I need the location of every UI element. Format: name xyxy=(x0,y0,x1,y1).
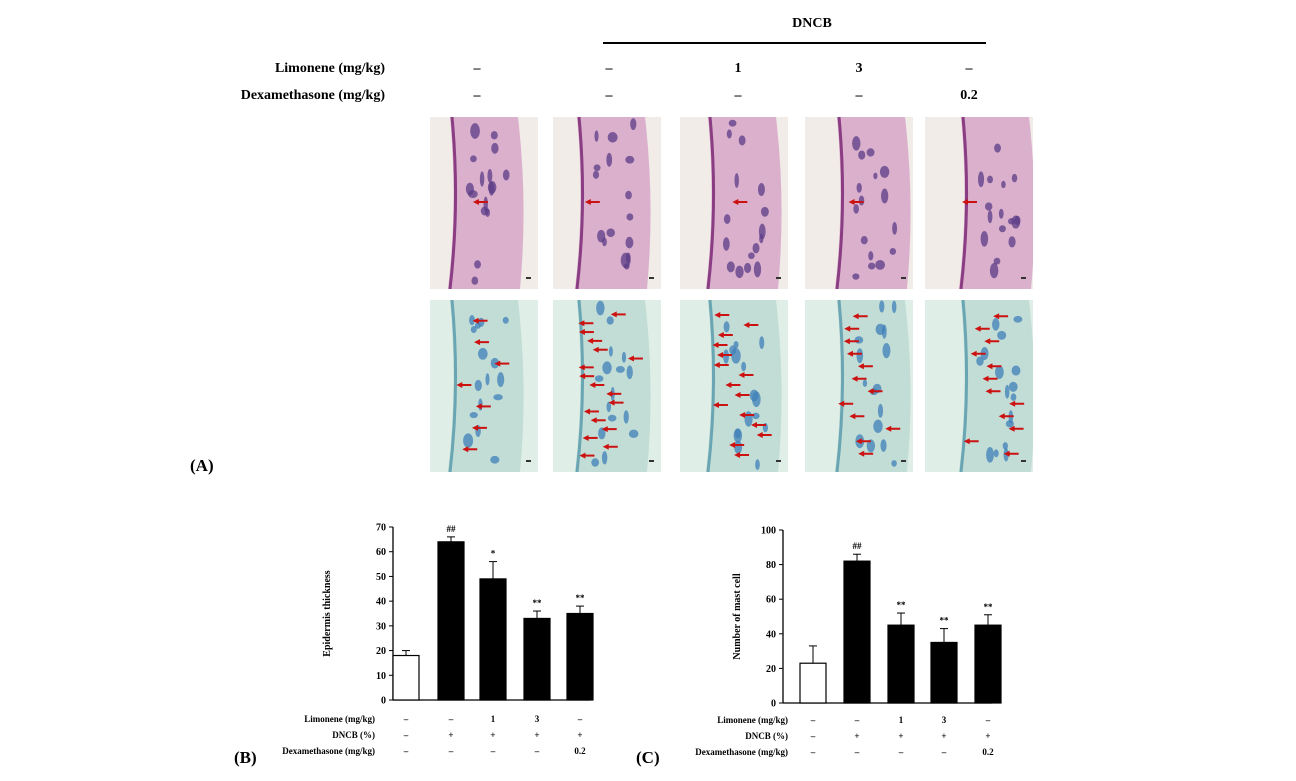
toluidine-stain-section-image xyxy=(680,300,788,472)
significance-label: ** xyxy=(984,602,994,612)
condition-value: + xyxy=(490,730,495,740)
y-tick-label: 30 xyxy=(376,621,386,632)
condition-value: – xyxy=(448,714,454,724)
y-tick-label: 40 xyxy=(376,597,386,608)
mast-cell-count-chart: 0 20 40 60 80 100 Number of mast cell ## ** ** ** L… xyxy=(695,526,1002,757)
bar xyxy=(974,624,1002,704)
condition-value: + xyxy=(898,731,903,741)
condition-value: – xyxy=(810,715,816,725)
significance-label: ** xyxy=(940,616,950,626)
dexamethasone-value: 0.2 xyxy=(960,88,978,103)
he-stain-section-image xyxy=(805,117,913,289)
he-stain-section-image xyxy=(925,117,1033,289)
limonene-value: 1 xyxy=(734,61,742,76)
bar xyxy=(930,641,958,704)
bar xyxy=(437,541,465,701)
significance-label: ## xyxy=(447,524,457,534)
toluidine-stain-section-image xyxy=(430,300,538,472)
dexamethasone-value: – xyxy=(734,88,742,103)
bar xyxy=(887,624,915,704)
bar xyxy=(392,654,420,701)
he-stain-section-image xyxy=(680,117,788,289)
condition-value: 0.2 xyxy=(574,746,586,756)
condition-value: – xyxy=(403,730,409,740)
he-stain-section-image xyxy=(553,117,661,289)
y-tick-label: 50 xyxy=(376,572,386,583)
condition-value: + xyxy=(534,730,539,740)
bar xyxy=(479,578,507,701)
y-tick-label: 0 xyxy=(771,699,776,710)
dexamethasone-value: – xyxy=(605,88,613,103)
condition-value: – xyxy=(810,747,816,757)
condition-value: + xyxy=(985,731,990,741)
bar xyxy=(799,662,827,704)
condition-value: 1 xyxy=(491,714,496,724)
condition-value: + xyxy=(448,730,453,740)
toluidine-stain-section-image xyxy=(805,300,913,472)
dexamethasone-value: – xyxy=(855,88,863,103)
y-tick-label: 20 xyxy=(376,646,386,657)
limonene-value: 3 xyxy=(855,61,863,76)
y-tick-label: 60 xyxy=(376,547,386,558)
bar xyxy=(523,617,551,701)
condition-value: – xyxy=(854,715,860,725)
dncb-header: DNCB xyxy=(792,16,832,31)
bar xyxy=(843,560,871,704)
y-tick-label: 0 xyxy=(381,696,386,707)
condition-row-label: Dexamethasone (mg/kg) xyxy=(282,746,375,756)
limonene-value: – xyxy=(965,61,973,76)
dexamethasone-value: – xyxy=(473,88,481,103)
significance-label: * xyxy=(491,549,496,559)
panel-a-label: (A) xyxy=(190,456,214,475)
condition-value: – xyxy=(985,715,991,725)
condition-value: – xyxy=(941,747,947,757)
condition-row-label: Dexamethasone (mg/kg) xyxy=(695,747,788,757)
significance-label: ** xyxy=(576,593,586,603)
condition-value: – xyxy=(577,714,583,724)
y-tick-label: 40 xyxy=(766,629,776,640)
dncb-bracket-line xyxy=(603,42,986,44)
dexamethasone-row-label: Dexamethasone (mg/kg) xyxy=(240,88,385,103)
limonene-row-label: Limonene (mg/kg) xyxy=(274,61,385,76)
y-tick-label: 70 xyxy=(376,523,386,534)
toluidine-stain-section-image xyxy=(925,300,1033,472)
condition-value: + xyxy=(854,731,859,741)
significance-label: ## xyxy=(853,541,863,551)
condition-value: – xyxy=(490,746,496,756)
condition-value: 3 xyxy=(535,714,540,724)
condition-value: – xyxy=(403,746,409,756)
panel-c-label: (C) xyxy=(636,748,660,767)
condition-value: 1 xyxy=(899,715,904,725)
condition-row-label: DNCB (%) xyxy=(332,730,375,740)
condition-row-label: Limonene (mg/kg) xyxy=(717,715,788,725)
y-axis-label: Epidermis thickness xyxy=(322,570,333,657)
condition-value: – xyxy=(854,747,860,757)
condition-value: 0.2 xyxy=(982,747,994,757)
condition-value: 3 xyxy=(942,715,947,725)
limonene-value: – xyxy=(473,61,481,76)
y-tick-label: 60 xyxy=(766,595,776,606)
limonene-value: – xyxy=(605,61,613,76)
condition-value: – xyxy=(448,746,454,756)
condition-value: – xyxy=(534,746,540,756)
y-tick-label: 100 xyxy=(761,526,776,537)
y-tick-label: 10 xyxy=(376,671,386,682)
condition-row-label: DNCB (%) xyxy=(745,731,788,741)
condition-value: + xyxy=(577,730,582,740)
panel-b-label: (B) xyxy=(234,748,257,767)
condition-row-label: Limonene (mg/kg) xyxy=(304,714,375,724)
condition-value: – xyxy=(898,747,904,757)
y-tick-label: 20 xyxy=(766,664,776,675)
significance-label: ** xyxy=(533,598,543,608)
bar xyxy=(566,612,594,701)
y-axis-label: Number of mast cell xyxy=(732,573,743,659)
condition-value: – xyxy=(403,714,409,724)
condition-value: – xyxy=(810,731,816,741)
y-tick-label: 80 xyxy=(766,560,776,571)
significance-label: ** xyxy=(897,600,907,610)
toluidine-stain-section-image xyxy=(553,300,661,472)
he-stain-section-image xyxy=(430,117,538,289)
condition-value: + xyxy=(941,731,946,741)
